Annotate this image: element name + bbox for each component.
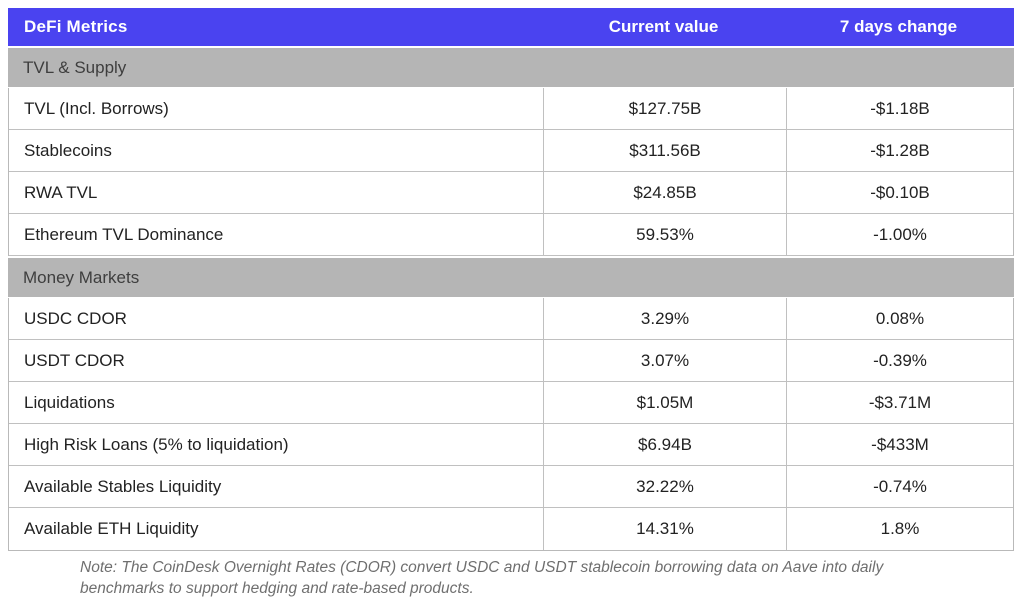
row-change-value: -0.39% xyxy=(786,340,1013,381)
header-metric-label: DeFi Metrics xyxy=(24,17,128,36)
row-label: High Risk Loans (5% to liquidation) xyxy=(24,434,289,454)
row-change-value: 0.08% xyxy=(786,298,1013,339)
table-row: High Risk Loans (5% to liquidation) $6.9… xyxy=(9,424,1013,466)
row-change-value: -$1.28B xyxy=(786,130,1013,171)
row-change-value: -$3.71M xyxy=(786,382,1013,423)
row-current-value: $1.05M xyxy=(543,382,786,423)
row-change-value: -$1.18B xyxy=(786,88,1013,129)
row-current-value: $311.56B xyxy=(543,130,786,171)
row-label: RWA TVL xyxy=(24,182,98,202)
row-change-value: -0.74% xyxy=(786,466,1013,507)
section-label: Money Markets xyxy=(23,267,140,287)
row-change-value: 1.8% xyxy=(786,508,1013,550)
row-label: TVL (Incl. Borrows) xyxy=(24,98,169,118)
row-current-value: 14.31% xyxy=(543,508,786,550)
section-label: TVL & Supply xyxy=(23,57,127,77)
row-change-value: -$433M xyxy=(786,424,1013,465)
row-label: Available Stables Liquidity xyxy=(24,476,222,496)
row-label: USDC CDOR xyxy=(24,308,127,328)
row-change-value: -1.00% xyxy=(786,214,1013,255)
row-current-value: 3.29% xyxy=(543,298,786,339)
row-change-value: -$0.10B xyxy=(786,172,1013,213)
table-row: USDT CDOR 3.07% -0.39% xyxy=(9,340,1013,382)
row-current-value: $24.85B xyxy=(543,172,786,213)
row-label: Available ETH Liquidity xyxy=(24,519,199,538)
row-current-value: 32.22% xyxy=(543,466,786,507)
row-label: Stablecoins xyxy=(24,140,112,160)
row-current-value: $127.75B xyxy=(543,88,786,129)
table-row: Available Stables Liquidity 32.22% -0.74… xyxy=(9,466,1013,508)
row-current-value: $6.94B xyxy=(543,424,786,465)
header-current-value-label: Current value xyxy=(608,17,719,36)
table-row: TVL (Incl. Borrows) $127.75B -$1.18B xyxy=(9,88,1013,130)
row-label: Liquidations xyxy=(24,392,115,412)
row-current-value: 59.53% xyxy=(543,214,786,255)
row-current-value: 3.07% xyxy=(543,340,786,381)
table-row: Liquidations $1.05M -$3.71M xyxy=(9,382,1013,424)
row-label: USDT CDOR xyxy=(24,350,125,370)
table-row: Stablecoins $311.56B -$1.28B xyxy=(9,130,1013,172)
table-row: Ethereum TVL Dominance 59.53% -1.00% xyxy=(9,214,1013,256)
table-row: Available ETH Liquidity 14.31% 1.8% xyxy=(9,508,1013,550)
defi-metrics-table: DeFi Metrics Current value 7 days change… xyxy=(8,8,1014,551)
table-row: RWA TVL $24.85B -$0.10B xyxy=(9,172,1013,214)
table-header-row: DeFi Metrics Current value 7 days change xyxy=(8,8,1014,46)
section-row-money-markets: Money Markets xyxy=(8,256,1014,298)
section-row-tvl-supply: TVL & Supply xyxy=(8,46,1014,88)
row-label: Ethereum TVL Dominance xyxy=(24,224,224,244)
header-7days-change-label: 7 days change xyxy=(839,17,958,36)
table-row: USDC CDOR 3.29% 0.08% xyxy=(9,298,1013,340)
footnote: Note: The CoinDesk Overnight Rates (CDOR… xyxy=(80,559,884,597)
